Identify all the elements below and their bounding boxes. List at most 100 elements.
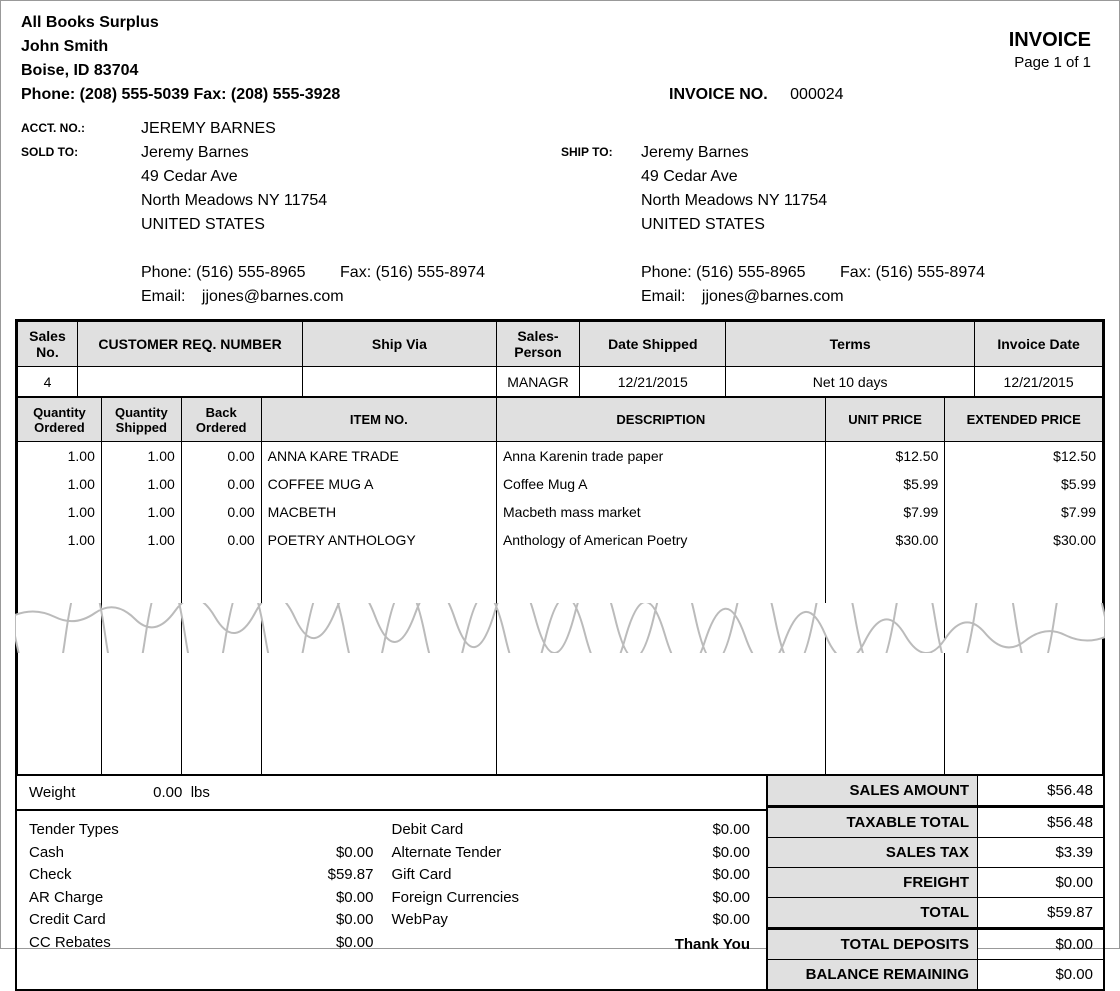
col-date-shipped: Date Shipped bbox=[580, 322, 726, 367]
col-invoice-date: Invoice Date bbox=[975, 322, 1103, 367]
tender-value: $0.00 bbox=[712, 819, 754, 842]
cell-item-no: POETRY ANTHOLOGY bbox=[261, 526, 496, 554]
val-invoice-date: 12/21/2015 bbox=[975, 367, 1103, 397]
address-block: ACCT. NO.: JEREMY BARNES SOLD TO: Jeremy… bbox=[1, 117, 1119, 309]
tender-column-2: Debit Card$0.00Alternate Tender$0.00Gift… bbox=[392, 819, 755, 954]
cell-ext-price: $5.99 bbox=[945, 470, 1103, 498]
sold-to-label: SOLD TO: bbox=[21, 141, 141, 309]
val-salesperson: MANAGR bbox=[496, 367, 580, 397]
weight-unit: lbs bbox=[191, 784, 210, 801]
weight-label: Weight bbox=[29, 784, 149, 801]
ship-to-fax: Fax: (516) 555-8974 bbox=[840, 264, 985, 281]
col-desc: DESCRIPTION bbox=[496, 398, 825, 442]
acct-no-value: JEREMY BARNES bbox=[141, 117, 561, 141]
tender-label: Alternate Tender bbox=[392, 842, 502, 865]
cell-unit-price: $30.00 bbox=[825, 526, 945, 554]
line-item-row: 1.001.000.00COFFEE MUG ACoffee Mug A$5.9… bbox=[18, 470, 1103, 498]
line-item-row: 1.001.000.00ANNA KARE TRADEAnna Karenin … bbox=[18, 442, 1103, 471]
order-header-values: 4 MANAGR 12/21/2015 Net 10 days 12/21/20… bbox=[18, 367, 1103, 397]
totals-label: TOTAL bbox=[768, 898, 978, 927]
cell-item-no: ANNA KARE TRADE bbox=[261, 442, 496, 471]
blank-space-row bbox=[18, 554, 1103, 664]
cell-desc: Anna Karenin trade paper bbox=[496, 442, 825, 471]
weight-row: Weight 0.00 lbs bbox=[17, 776, 766, 811]
tender-row: Credit Card$0.00 bbox=[29, 909, 392, 932]
tender-label: Cash bbox=[29, 842, 64, 865]
tender-label: Gift Card bbox=[392, 864, 452, 887]
company-block: All Books Surplus John Smith Boise, ID 8… bbox=[21, 11, 1099, 107]
totals-row: TOTAL DEPOSITS$0.00 bbox=[768, 928, 1103, 960]
col-ship-via: Ship Via bbox=[303, 322, 496, 367]
col-qty-ord: Quantity Ordered bbox=[18, 398, 102, 442]
tender-label: WebPay bbox=[392, 909, 448, 932]
header: All Books Surplus John Smith Boise, ID 8… bbox=[1, 1, 1119, 113]
col-back-ord: Back Ordered bbox=[181, 398, 261, 442]
cell-desc: Anthology of American Poetry bbox=[496, 526, 825, 554]
totals-label: TOTAL DEPOSITS bbox=[768, 930, 978, 959]
totals-row: TOTAL$59.87 bbox=[768, 898, 1103, 928]
cell-unit-price: $5.99 bbox=[825, 470, 945, 498]
tender-row: Tender Types bbox=[29, 819, 392, 842]
ship-to-country: UNITED STATES bbox=[641, 213, 1015, 237]
totals-row: TAXABLE TOTAL$56.48 bbox=[768, 806, 1103, 838]
cell-back-ord: 0.00 bbox=[181, 442, 261, 471]
invoice-number-row: INVOICE NO. 000024 bbox=[669, 86, 844, 104]
cell-item-no: COFFEE MUG A bbox=[261, 470, 496, 498]
cell-back-ord: 0.00 bbox=[181, 526, 261, 554]
ship-to-name: Jeremy Barnes bbox=[641, 141, 1015, 165]
cell-unit-price: $12.50 bbox=[825, 442, 945, 471]
invoice-no-label: INVOICE NO. bbox=[669, 86, 768, 103]
col-salesperson: Sales-Person bbox=[496, 322, 580, 367]
col-item-no: ITEM NO. bbox=[261, 398, 496, 442]
footer-left: Weight 0.00 lbs Tender TypesCash$0.00Che… bbox=[17, 776, 768, 989]
totals-row: BALANCE REMAINING$0.00 bbox=[768, 960, 1103, 989]
weight-value: 0.00 bbox=[153, 784, 182, 801]
tender-row: Gift Card $0.00 bbox=[392, 864, 755, 887]
cell-qty-ship: 1.00 bbox=[101, 526, 181, 554]
val-ship-via bbox=[303, 367, 496, 397]
ship-to-email: jjones@barnes.com bbox=[702, 288, 844, 305]
cell-qty-ord: 1.00 bbox=[18, 442, 102, 471]
tender-row: Foreign Currencies$0.00 bbox=[392, 887, 755, 910]
cell-item-no: MACBETH bbox=[261, 498, 496, 526]
line-items-table: Quantity Ordered Quantity Shipped Back O… bbox=[17, 397, 1103, 774]
cell-qty-ord: 1.00 bbox=[18, 526, 102, 554]
totals-row: SALES TAX$3.39 bbox=[768, 838, 1103, 868]
ship-to-addr2: North Meadows NY 11754 bbox=[641, 189, 1015, 213]
tender-row: WebPay $0.00 bbox=[392, 909, 755, 932]
invoice-page: All Books Surplus John Smith Boise, ID 8… bbox=[0, 0, 1120, 949]
tender-label: Tender Types bbox=[29, 819, 119, 842]
cell-back-ord: 0.00 bbox=[181, 498, 261, 526]
sold-to-addr1: 49 Cedar Ave bbox=[141, 165, 561, 189]
footer: Weight 0.00 lbs Tender TypesCash$0.00Che… bbox=[15, 776, 1105, 991]
tender-value: $0.00 bbox=[712, 909, 754, 932]
company-name: All Books Surplus bbox=[21, 11, 1099, 35]
tender-value: $0.00 bbox=[336, 887, 392, 910]
sold-to-email-label: Email: bbox=[141, 288, 185, 305]
sold-to-fax: Fax: (516) 555-8974 bbox=[340, 264, 485, 281]
cell-desc: Coffee Mug A bbox=[496, 470, 825, 498]
cell-back-ord: 0.00 bbox=[181, 470, 261, 498]
company-contact: John Smith bbox=[21, 35, 1099, 59]
company-city: Boise, ID 83704 bbox=[21, 59, 1099, 83]
line-item-row: 1.001.000.00POETRY ANTHOLOGYAnthology of… bbox=[18, 526, 1103, 554]
tables-wrapper: Sales No. CUSTOMER REQ. NUMBER Ship Via … bbox=[15, 319, 1105, 776]
cell-qty-ord: 1.00 bbox=[18, 470, 102, 498]
totals-value: $56.48 bbox=[978, 808, 1103, 837]
tender-grid: Tender TypesCash$0.00Check$59.87AR Charg… bbox=[29, 819, 754, 954]
tender-value: $0.00 bbox=[336, 842, 392, 865]
invoice-no-value: 000024 bbox=[790, 86, 843, 103]
totals-label: FREIGHT bbox=[768, 868, 978, 897]
col-unit-price: UNIT PRICE bbox=[825, 398, 945, 442]
cell-ext-price: $30.00 bbox=[945, 526, 1103, 554]
tender-value bbox=[374, 819, 392, 842]
totals-label: SALES AMOUNT bbox=[768, 776, 978, 805]
totals-value: $59.87 bbox=[978, 898, 1103, 927]
ship-to-addr1: 49 Cedar Ave bbox=[641, 165, 1015, 189]
acct-no-label: ACCT. NO.: bbox=[21, 117, 141, 141]
totals-value: $56.48 bbox=[978, 776, 1103, 805]
val-date-shipped: 12/21/2015 bbox=[580, 367, 726, 397]
blank-space-row-2 bbox=[18, 664, 1103, 774]
tender-row: Check$59.87 bbox=[29, 864, 392, 887]
tender-value: $0.00 bbox=[712, 864, 754, 887]
